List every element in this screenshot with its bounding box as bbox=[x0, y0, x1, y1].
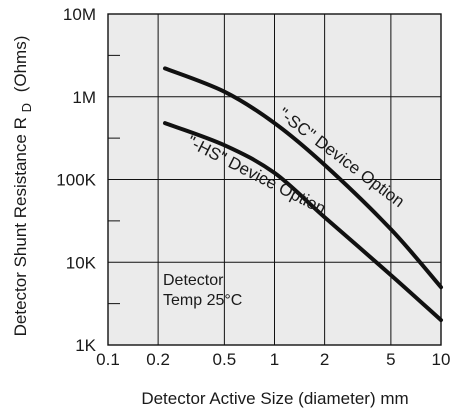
x-tick-label: 0.2 bbox=[146, 350, 170, 369]
series-line-sc bbox=[163, 66, 443, 290]
y-axis-title-main: Detector Shunt Resistance R bbox=[11, 117, 30, 336]
x-axis-title: Detector Active Size (diameter) mm bbox=[141, 389, 408, 408]
y-tick-label: 100K bbox=[56, 171, 96, 190]
minor-gridlines bbox=[108, 54, 120, 305]
y-tick-label: 1K bbox=[75, 336, 96, 355]
y-tick-labels: 1K 10K 100K 1M 10M bbox=[56, 5, 96, 355]
y-tick-label: 10M bbox=[63, 5, 96, 24]
x-tick-labels: 0.1 0.2 0.5 1 2 5 10 bbox=[96, 350, 450, 369]
y-tick-label: 10K bbox=[66, 253, 97, 272]
y-axis-title-unit: (Ohms) bbox=[11, 36, 30, 93]
annotation-detector: Detector bbox=[163, 272, 224, 289]
x-tick-label: 5 bbox=[386, 350, 395, 369]
y-tick-label: 1M bbox=[72, 88, 96, 107]
major-gridlines bbox=[108, 14, 441, 345]
series-line-hs bbox=[163, 121, 443, 323]
x-tick-label: 2 bbox=[320, 350, 329, 369]
x-tick-label: 1 bbox=[270, 350, 279, 369]
x-tick-label: 0.1 bbox=[96, 350, 120, 369]
x-tick-label: 10 bbox=[432, 350, 451, 369]
x-tick-label: 0.5 bbox=[213, 350, 237, 369]
y-axis-title-subscript: D bbox=[19, 103, 34, 112]
series-layer bbox=[163, 66, 443, 323]
y-axis-title: Detector Shunt Resistance R D (Ohms) bbox=[11, 36, 35, 337]
annotation-temp: Temp 25°C bbox=[163, 292, 242, 309]
